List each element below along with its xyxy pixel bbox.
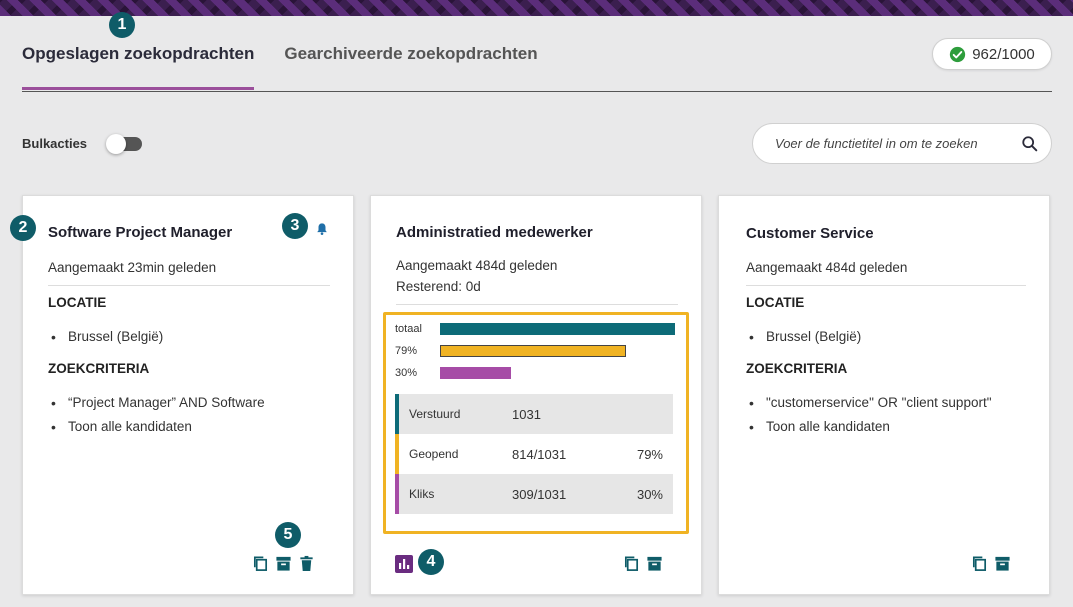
search-box xyxy=(752,123,1052,164)
search-card-software-pm[interactable]: Software Project Manager Aangemaakt 23mi… xyxy=(22,195,354,595)
callout-badge-3: 3 xyxy=(282,213,308,239)
stat-pct: 79% xyxy=(636,446,663,462)
list-item: “Project Manager” AND Software xyxy=(48,394,265,418)
tab-divider xyxy=(22,91,1052,92)
bulk-actions-toggle[interactable] xyxy=(106,134,142,154)
card-actions xyxy=(971,555,1011,572)
search-card-customer-service[interactable]: Customer Service Aangemaakt 484d geleden… xyxy=(718,195,1050,595)
location-label: LOCATIE xyxy=(746,295,805,310)
card-divider xyxy=(48,285,330,286)
toggle-knob xyxy=(106,134,126,154)
location-list: Brussel (België) xyxy=(48,328,163,352)
tab-saved-searches[interactable]: Opgeslagen zoekopdrachten xyxy=(22,44,255,90)
criteria-label: ZOEKCRITERIA xyxy=(48,361,150,376)
list-item: Toon alle kandidaten xyxy=(746,418,992,442)
card-divider xyxy=(396,304,678,305)
stat-pct: 30% xyxy=(636,486,663,502)
copy-icon[interactable] xyxy=(971,555,988,572)
search-card-admin[interactable]: Administratied medewerker Aangemaakt 484… xyxy=(370,195,702,595)
callout-badge-1: 1 xyxy=(109,12,135,38)
archive-icon[interactable] xyxy=(646,555,663,572)
criteria-label: ZOEKCRITERIA xyxy=(746,361,848,376)
callout-badge-4: 4 xyxy=(418,549,444,575)
bar-label: 79% xyxy=(395,345,418,357)
card-created: Aangemaakt 23min geleden xyxy=(48,260,217,275)
stat-name: Geopend xyxy=(409,447,459,461)
location-list: Brussel (België) xyxy=(746,328,861,352)
tab-archived-searches[interactable]: Gearchiveerde zoekopdrachten xyxy=(284,44,538,63)
search-input[interactable] xyxy=(775,136,1021,151)
bar-label: 30% xyxy=(395,367,418,379)
stat-value: 309/1031 xyxy=(512,486,567,502)
card-remaining: Resterend: 0d xyxy=(396,279,481,294)
archive-icon[interactable] xyxy=(994,555,1011,572)
bell-icon[interactable] xyxy=(315,222,329,236)
list-item: "customerservice" OR "client support" xyxy=(746,394,992,418)
stats-panel: totaal 79% 30% Verstuurd 1031 Geopend 81… xyxy=(383,312,689,534)
list-item: Brussel (België) xyxy=(48,328,163,352)
card-created: Aangemaakt 484d geleden xyxy=(396,258,558,273)
quota-value: 962/1000 xyxy=(972,45,1035,63)
stat-row-sent: Verstuurd 1031 xyxy=(395,394,673,434)
card-title: Customer Service xyxy=(746,225,874,242)
criteria-list: “Project Manager” AND Software Toon alle… xyxy=(48,394,265,442)
check-circle-icon xyxy=(950,46,966,62)
card-title: Software Project Manager xyxy=(48,224,233,241)
card-divider xyxy=(746,285,1026,286)
chart-icon[interactable] xyxy=(395,555,413,573)
header-pattern xyxy=(0,0,1073,16)
stat-value: 1031 xyxy=(512,406,541,422)
quota-badge: 962/1000 xyxy=(932,38,1052,70)
card-actions xyxy=(623,555,663,572)
criteria-list: "customerservice" OR "client support" To… xyxy=(746,394,992,442)
archive-icon[interactable] xyxy=(275,555,292,572)
card-actions xyxy=(252,555,315,572)
list-item: Brussel (België) xyxy=(746,328,861,352)
bulk-actions-label: Bulkacties xyxy=(22,136,88,151)
copy-icon[interactable] xyxy=(623,555,640,572)
stat-row-clicks: Kliks 309/1031 30% xyxy=(395,474,673,514)
card-created: Aangemaakt 484d geleden xyxy=(746,260,908,275)
bar-label: totaal xyxy=(395,323,422,335)
bar-total xyxy=(440,323,675,335)
stat-name: Kliks xyxy=(409,487,435,501)
location-label: LOCATIE xyxy=(48,295,107,310)
tab-bar: Opgeslagen zoekopdrachten Gearchiveerde … xyxy=(22,44,538,90)
copy-icon[interactable] xyxy=(252,555,269,572)
search-icon[interactable] xyxy=(1021,135,1039,153)
callout-badge-5: 5 xyxy=(275,522,301,548)
bar-opened xyxy=(440,345,626,357)
list-item: Toon alle kandidaten xyxy=(48,418,265,442)
bar-clicks xyxy=(440,367,511,379)
stat-row-opened: Geopend 814/1031 79% xyxy=(395,434,673,474)
card-title: Administratied medewerker xyxy=(396,224,593,241)
stat-name: Verstuurd xyxy=(409,407,461,421)
callout-badge-2: 2 xyxy=(10,215,36,241)
trash-icon[interactable] xyxy=(298,555,315,572)
stat-value: 814/1031 xyxy=(512,446,567,462)
